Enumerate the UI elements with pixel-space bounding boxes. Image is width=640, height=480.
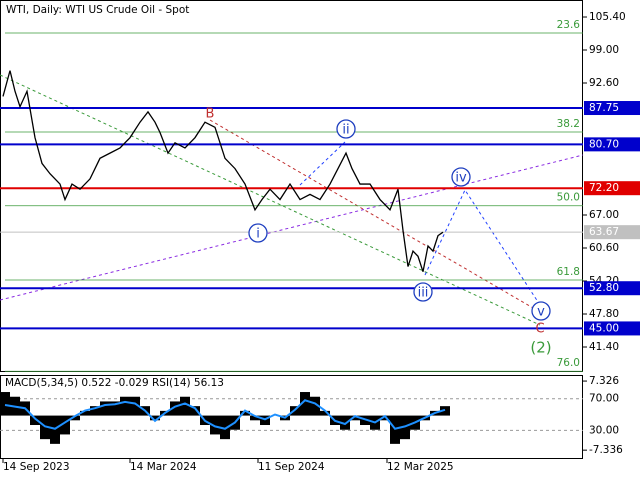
macd-bar <box>250 415 260 421</box>
level-label: 80.70 <box>589 138 619 150</box>
macd-bar <box>70 415 80 421</box>
macd-bar <box>350 415 360 421</box>
wave-path <box>424 188 541 306</box>
level-tag <box>584 321 640 336</box>
wave-label: v <box>537 305 545 320</box>
macd-bar <box>170 401 180 416</box>
y-tick-label: -7.336 <box>589 444 623 456</box>
macd-bar <box>130 396 140 416</box>
fib-label: 76.0 <box>557 357 580 369</box>
level-tag <box>584 181 640 196</box>
chart-title: WTI, Daily: WTI US Crude Oil - Spot <box>6 4 189 16</box>
wave-path <box>299 141 346 186</box>
y-tick-label: 67.00 <box>589 209 619 221</box>
y-tick-label: 7.326 <box>589 375 619 387</box>
level-tag <box>584 137 640 152</box>
y2-tick-label: 70.00 <box>589 393 619 405</box>
macd-bar <box>110 401 120 416</box>
macd-bar <box>80 410 90 416</box>
x-tick-label: 11 Sep 2024 <box>258 461 325 473</box>
wave-label: ii <box>342 123 349 138</box>
last-price-tag <box>584 225 640 240</box>
x-tick-label: 14 Mar 2024 <box>130 461 197 473</box>
macd-bar <box>320 410 330 416</box>
wave-circle <box>451 167 471 187</box>
level-label: 52.80 <box>589 282 619 294</box>
macd-bar <box>30 415 40 426</box>
rsi-line <box>4 399 446 430</box>
fib-label: 61.8 <box>557 266 580 278</box>
wave-label: iv <box>455 171 467 186</box>
wave-label: (2) <box>530 339 551 357</box>
wave-circle <box>413 282 433 302</box>
wave-label: C <box>535 322 544 337</box>
indicator-panel <box>0 375 583 459</box>
level-tag <box>584 281 640 296</box>
level-label: 87.75 <box>589 102 619 114</box>
channel-line <box>0 154 584 301</box>
macd-bar <box>150 415 160 421</box>
macd-bar <box>60 415 70 435</box>
wave-label: iii <box>418 286 429 301</box>
y-tick-label: 41.40 <box>589 341 619 353</box>
level-tag <box>584 101 640 116</box>
x-tick-label: 12 Mar 2025 <box>387 461 454 473</box>
price-line <box>2 70 444 272</box>
macd-bar <box>340 415 350 430</box>
fib-label: 50.0 <box>557 192 580 204</box>
x-tick-label: 14 Sep 2023 <box>3 461 70 473</box>
y2-tick-label: 30.00 <box>589 424 619 436</box>
macd-bar <box>190 406 200 416</box>
macd-bar <box>310 396 320 416</box>
macd-bar <box>300 392 310 416</box>
wave-circle <box>531 301 551 321</box>
last-price-label: 63.67 <box>589 226 619 238</box>
macd-bar <box>0 392 10 416</box>
wave-circle <box>248 223 268 243</box>
macd-bar <box>90 406 100 416</box>
wave-circle <box>336 119 356 139</box>
y-tick-label: 47.80 <box>589 308 619 320</box>
macd-bar <box>100 401 110 416</box>
level-label: 72.20 <box>589 182 619 194</box>
indicator-label: MACD(5,34,5) 0.522 -0.029 RSI(14) 56.13 <box>5 377 224 389</box>
wave-label: i <box>256 227 260 242</box>
macd-bar <box>380 415 390 421</box>
y-tick-label: 60.60 <box>589 242 619 254</box>
wave-label: B <box>206 107 215 122</box>
fib-label: 38.2 <box>557 118 580 130</box>
macd-bar <box>120 396 130 416</box>
level-label: 45.00 <box>589 322 619 334</box>
y-tick-label: 99.00 <box>589 44 619 56</box>
macd-bar <box>240 410 250 416</box>
macd-bar <box>220 415 230 440</box>
macd-bar <box>210 415 220 435</box>
y-tick-label: 92.60 <box>589 77 619 89</box>
macd-bar <box>180 396 190 416</box>
fib-label: 23.6 <box>557 19 581 31</box>
macd-bar <box>440 406 450 416</box>
y-tick-label: 105.40 <box>589 11 626 23</box>
